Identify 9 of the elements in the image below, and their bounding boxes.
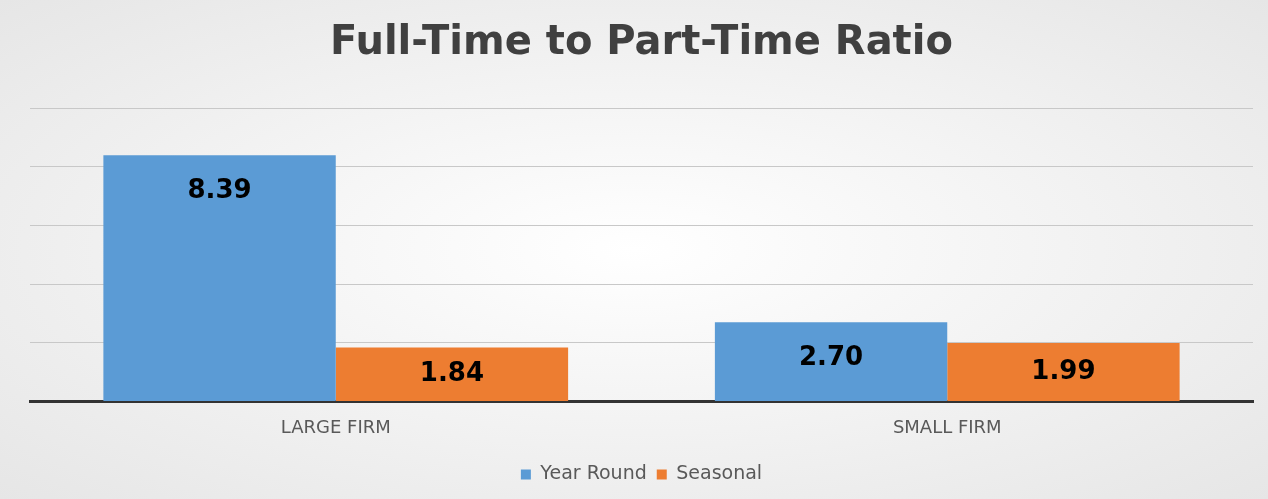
data-label: 1.99	[1031, 354, 1096, 385]
legend-label: Seasonal	[676, 461, 763, 484]
data-label: 2.70	[798, 340, 864, 371]
x-tick-label: LARGE FIRM	[280, 415, 391, 437]
legend-label: Year Round	[539, 461, 647, 484]
data-label: 8.39	[187, 173, 252, 204]
chart-title: Full-Time to Part-Time Ratio	[330, 17, 953, 64]
x-tick-label: SMALL FIRM	[892, 415, 1002, 437]
data-label: 1.84	[419, 356, 485, 387]
